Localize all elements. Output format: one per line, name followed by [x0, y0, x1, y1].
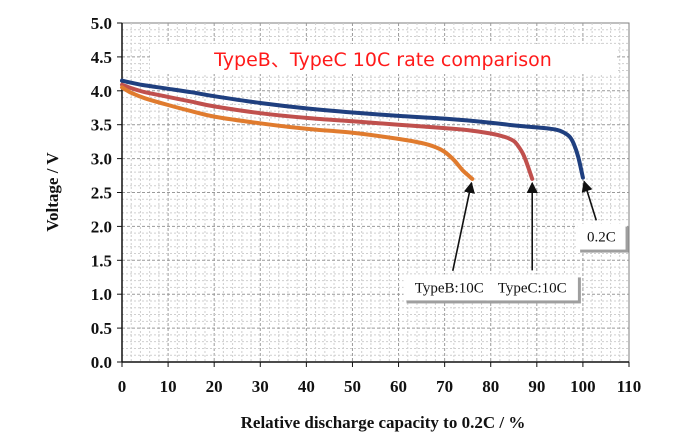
y-tick-label: 2.5: [91, 184, 112, 203]
series-line-0-2c: [120, 78, 585, 180]
series-group: [120, 78, 585, 181]
annotation-box: [577, 223, 626, 250]
annotation-box: [486, 274, 578, 301]
y-tick-label: 3.0: [91, 150, 112, 169]
annotation-label: TypeB:10C: [415, 280, 484, 296]
series-line-typeb-10c: [120, 85, 475, 181]
x-axis-label: Relative discharge capacity to 0.2C / %: [241, 413, 526, 432]
x-tick-label: 90: [528, 377, 545, 396]
y-tick-label: 2.0: [91, 217, 112, 236]
series-line-typec-10c: [120, 82, 535, 181]
y-tick-label: 1.5: [91, 251, 112, 270]
x-tick-label: 10: [160, 377, 177, 396]
y-tick-label: 5.0: [91, 14, 112, 33]
annotation-label: TypeC:10C: [498, 280, 567, 296]
y-axis-label: Voltage / V: [43, 152, 62, 232]
annotation-label: 0.2C: [587, 230, 616, 246]
y-tick-label: 4.0: [91, 82, 112, 101]
x-tick-label: 80: [482, 377, 499, 396]
annotations: TypeB:10C TypeC:10C 0.2C: [403, 180, 629, 304]
x-tick-label: 20: [206, 377, 223, 396]
y-tick-label: 0.5: [91, 319, 112, 338]
x-tick-label: 70: [436, 377, 453, 396]
x-tick-label: 40: [298, 377, 315, 396]
x-tick-label: 30: [252, 377, 269, 396]
x-tick-label: 60: [390, 377, 407, 396]
chart-title-box: TypeB、TypeC 10C rate comparison: [150, 44, 616, 74]
x-tick-label: 100: [570, 377, 596, 396]
chart-title-background: [150, 44, 616, 74]
annotation-arrow: [581, 180, 598, 221]
y-tick-label: 3.5: [91, 116, 112, 135]
annotation-arrow: [451, 181, 475, 271]
annotation-box: [403, 274, 495, 301]
y-tick-label: 4.5: [91, 48, 112, 67]
x-tick-label: 110: [617, 377, 642, 396]
y-tick-label: 0.0: [91, 353, 112, 372]
y-tick-label: 1.0: [91, 285, 112, 304]
grid-lines: [122, 23, 629, 362]
chart-title: TypeB、TypeC 10C rate comparison: [213, 49, 552, 71]
x-tick-label: 50: [344, 377, 361, 396]
x-tick-label: 0: [118, 377, 127, 396]
